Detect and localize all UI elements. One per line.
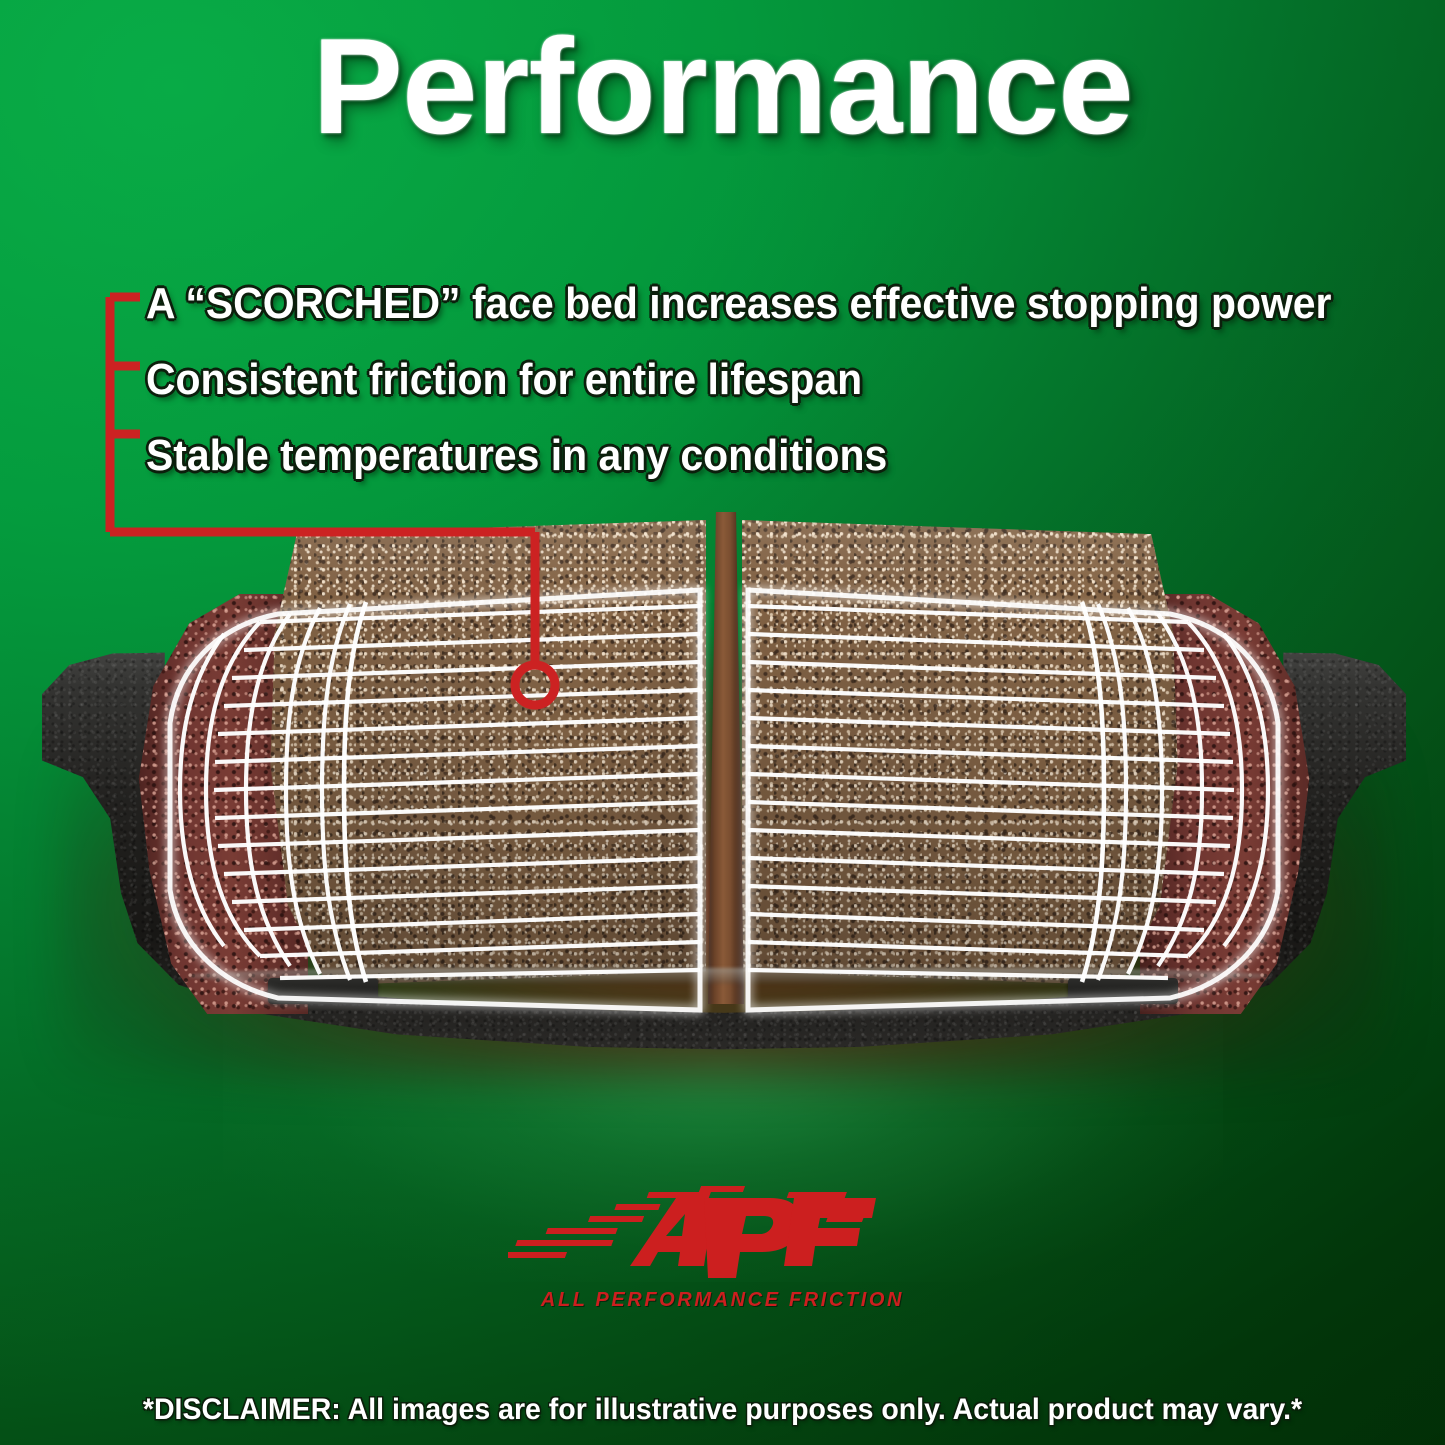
center-slot-groove (708, 512, 744, 1004)
brand-tagline: ALL PERFORMANCE FRICTION (540, 1289, 905, 1311)
friction-shading-right (742, 520, 1178, 986)
feature-list: A “SCORCHED” face bed increases effectiv… (146, 272, 1436, 488)
backing-plate-tab-right (1068, 978, 1178, 1004)
backing-plate-tab-left (268, 978, 378, 1004)
friction-shading-left (270, 520, 706, 986)
product-image (28, 498, 1420, 1078)
brand-logo: ALL PERFORMANCE FRICTION (486, 1178, 938, 1312)
apf-logo-mark (486, 1178, 938, 1283)
friction-surface-left (270, 520, 706, 986)
apf-logo-svg (486, 1186, 876, 1278)
page-title: Performance (312, 10, 1133, 162)
feature-item-2: Consistent friction for entire lifespan (146, 355, 863, 404)
feature-item-3: Stable temperatures in any conditions (146, 431, 888, 480)
disclaimer-text: *DISCLAIMER: All images are for illustra… (142, 1393, 1303, 1426)
feature-item-1: A “SCORCHED” face bed increases effectiv… (146, 279, 1332, 328)
friction-surface-right (742, 520, 1178, 986)
